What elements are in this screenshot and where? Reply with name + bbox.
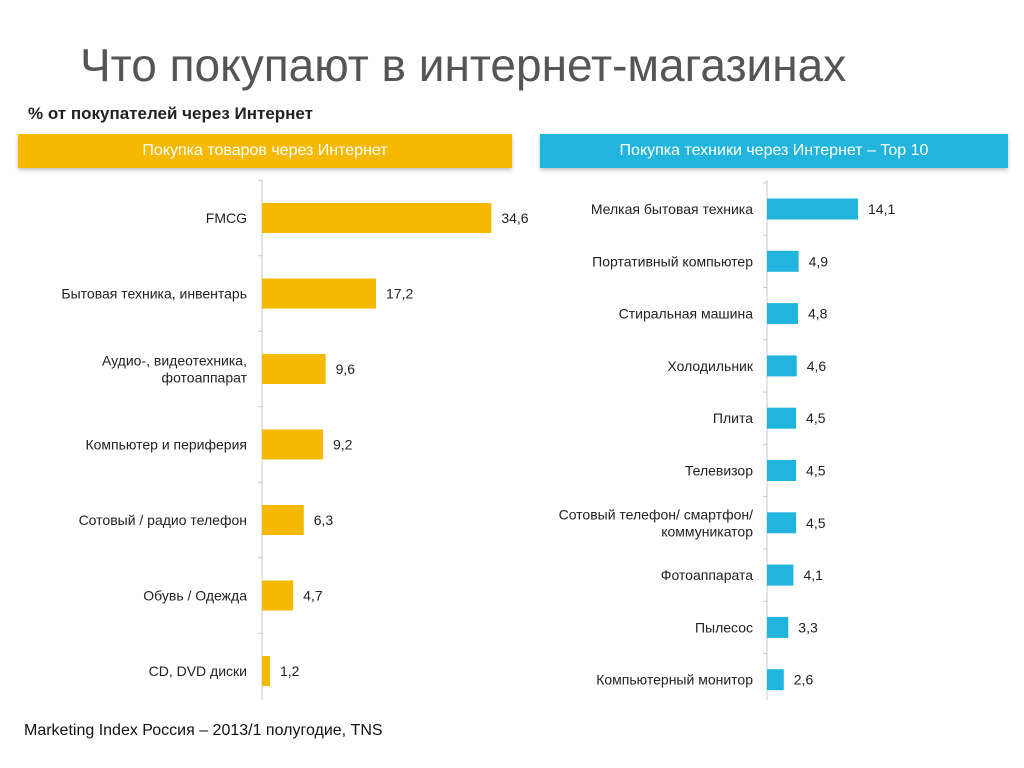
right-bar [767,355,797,377]
left-value-label: 34,6 [501,210,528,226]
right-category-label: Стиральная машина [619,306,754,322]
right-chart-header: Покупка техники через Интернет – Top 10 [540,134,1008,168]
left-value-label: 9,2 [333,437,353,453]
right-category-label: Портативный компьютер [592,253,753,269]
left-category-label: FMCG [206,210,247,226]
right-bar [767,512,797,534]
chart-subtitle: % от покупателей через Интернет [28,104,313,123]
left-bar [262,580,294,611]
right-value-label: 4,9 [809,253,829,269]
left-category-label: Компьютер и периферия [85,437,247,453]
right-category-label: Сотовый телефон/ смартфон/коммуникатор [559,506,754,539]
left-category-label: Аудио-, видеотехника, фотоаппарат [102,353,248,386]
left-category-label: CD, DVD диски [149,663,247,679]
right-category-label: Фотоаппарата [661,567,753,583]
right-bar [767,407,797,429]
left-bar [262,429,323,460]
left-bar [262,505,304,535]
right-bar [767,250,799,272]
right-bar [767,460,797,481]
right-value-label: 4,8 [808,306,828,322]
right-category-label: Пылесос [695,619,753,635]
left-category-label: Обувь / Одежда [143,588,247,604]
right-bar [767,669,784,691]
right-value-label: 4,5 [806,515,826,531]
left-category-label: Бытовая техника, инвентарь [61,286,247,302]
right-value-label: 4,1 [803,567,823,583]
left-bar [262,354,326,384]
right-value-label: 4,5 [806,463,826,479]
left-chart-header: Покупка товаров через Интернет [18,134,512,168]
left-value-label: 1,2 [280,663,300,679]
left-value-label: 4,7 [303,588,323,604]
left-value-label: 6,3 [314,512,334,528]
right-category-label: Плита [713,410,753,426]
left-bar [262,203,492,233]
left-value-label: 17,2 [386,286,413,302]
right-category-label: Мелкая бытовая техника [591,201,753,217]
right-value-label: 4,5 [806,410,826,426]
right-value-label: 2,6 [794,672,814,688]
right-category-label: Телевизор [685,463,753,479]
right-bar [767,616,789,638]
right-bar [767,303,798,325]
right-bar [767,198,858,220]
source-note: Marketing Index Россия – 2013/1 полугоди… [24,722,383,739]
right-category-label: Холодильник [667,358,753,374]
right-value-label: 14,1 [868,201,895,217]
right-bar [767,564,794,586]
left-value-label: 9,6 [336,361,356,377]
right-value-label: 4,6 [807,358,827,374]
slide-title: Что покупают в интернет-магазинах [80,39,847,91]
left-category-label: Сотовый / радио телефон [79,512,247,528]
right-category-label: Компьютерный монитор [596,672,753,688]
right-value-label: 3,3 [798,619,818,635]
left-bar [262,656,270,686]
left-bar [262,278,377,309]
